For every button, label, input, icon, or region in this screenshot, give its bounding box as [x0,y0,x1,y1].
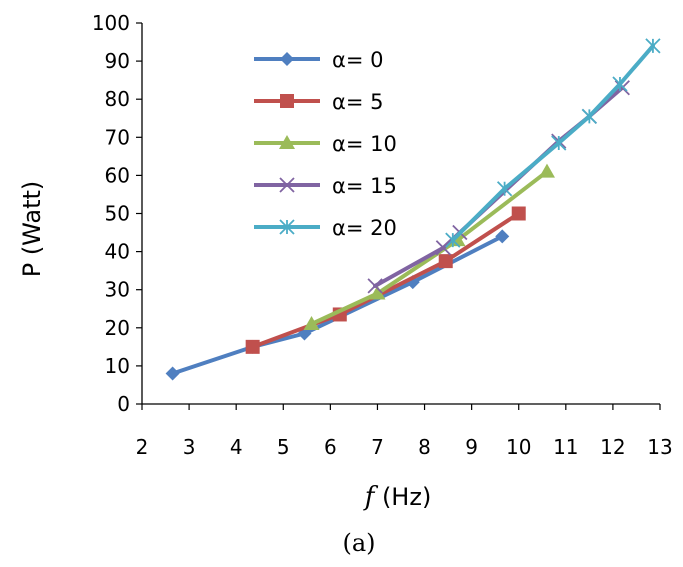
x-tick-label: 7 [371,435,384,459]
data-point [367,278,383,294]
series-4 [445,38,661,248]
x-tick-label: 6 [324,435,337,459]
data-point [538,163,555,178]
legend-label: α= 5 [332,90,383,114]
data-point [581,108,598,124]
x-tick-label: 11 [553,435,578,459]
y-tick-label: 0 [117,392,130,416]
legend-item: α= 15 [254,174,397,198]
legend: α= 0 α= 5 α= 10 α= 15 α= 20 [254,48,397,240]
y-tick-label: 60 [105,163,130,187]
data-point [165,366,180,381]
series-line [250,211,521,349]
legend-swatch-marker [280,52,294,66]
data-point [511,206,526,221]
legend-label: α= 0 [332,48,383,72]
legend-item: α= 0 [254,48,383,72]
data-point [369,285,386,300]
legend-item: α= 5 [254,90,383,114]
legend-item: α= 20 [254,216,397,240]
data-point [645,38,661,54]
y-tick-label: 90 [105,49,130,73]
series-2 [303,163,555,330]
data-point [445,232,461,248]
y-tick-label: 70 [105,125,130,149]
x-tick-label: 5 [277,435,290,459]
x-axis-title: f (Hz) [363,482,432,512]
legend-label: α= 20 [332,216,397,240]
x-axis-unit: (Hz) [374,483,431,511]
y-tick-label: 50 [105,202,130,226]
x-tick-label: 4 [230,435,243,459]
legend-swatch-marker [279,219,295,235]
x-tick-label: 12 [600,435,625,459]
x-tick-label: 13 [647,435,672,459]
series-line [309,169,549,326]
data-point [614,80,630,96]
y-tick-label: 30 [105,278,130,302]
data-point [303,315,320,330]
data-point [496,181,513,197]
y-tick-label: 20 [105,316,130,340]
data-point [438,254,453,269]
x-tick-label: 2 [136,435,149,459]
legend-swatch-marker [279,135,295,149]
y-tick-label: 100 [92,11,130,35]
series-line [450,43,655,243]
legend-swatch-marker [279,177,295,193]
data-point [245,339,260,354]
y-tick-label: 80 [105,87,130,111]
legend-item: α= 10 [254,132,397,156]
figure-caption: (a) [342,529,375,557]
data-point [551,135,567,151]
y-axis-title: P (Watt) [18,181,46,278]
y-tick-label: 10 [105,354,130,378]
x-tick-label: 9 [465,435,478,459]
legend-swatch-marker [280,94,294,108]
y-tick-label: 40 [105,240,130,264]
x-tick-label: 8 [418,435,431,459]
x-tick-label: 3 [183,435,196,459]
data-point [435,240,452,256]
data-point [612,76,628,92]
axes: 0 10 20 30 40 50 60 70 80 90 100 2 3 4 5 6 7 8 9 10 11 12 13 [92,11,673,459]
series-layer [165,38,661,381]
legend-label: α= 15 [332,174,397,198]
x-tick-label: 10 [506,435,531,459]
legend-label: α= 10 [332,132,397,156]
data-point [495,229,510,244]
